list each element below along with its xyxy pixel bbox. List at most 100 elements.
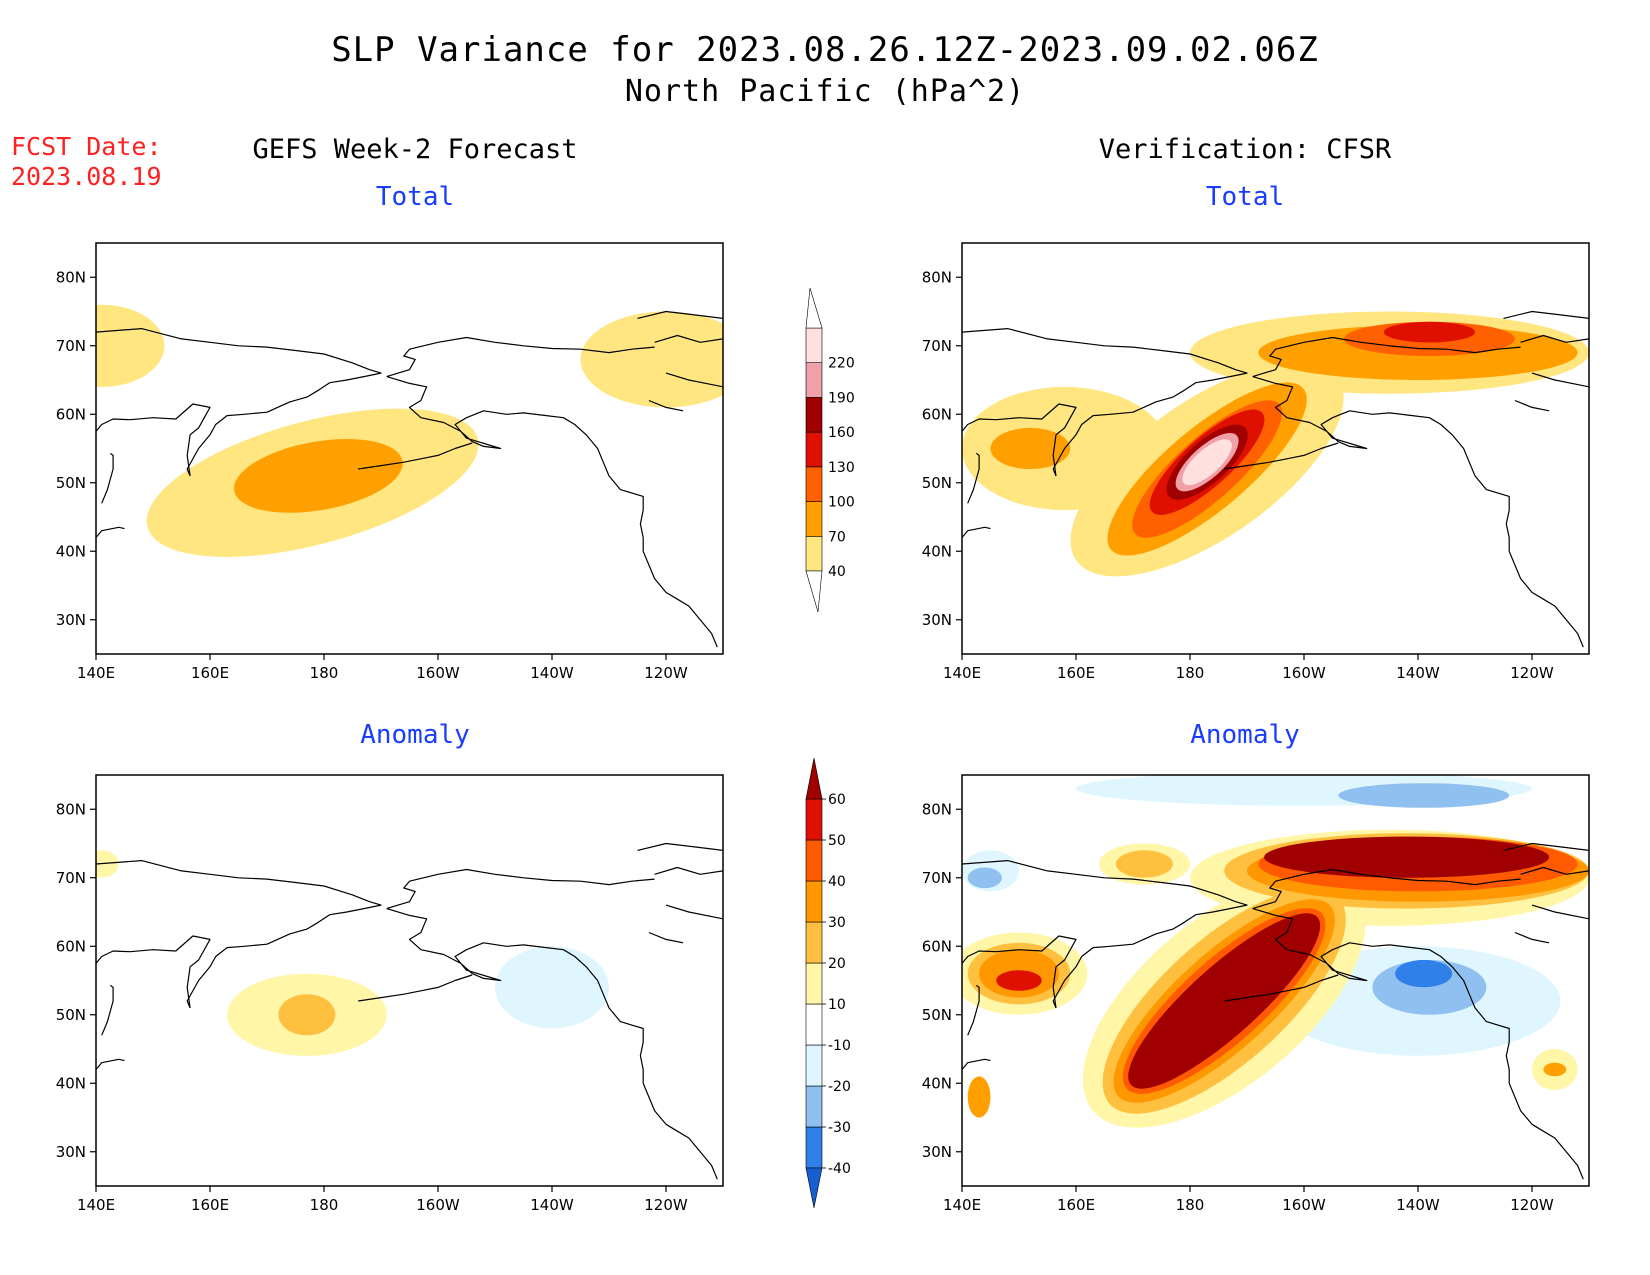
lon-tick-label: 140W <box>1396 664 1440 682</box>
lat-tick-label: 70N <box>56 337 86 355</box>
panel-verification-anomaly-field <box>962 775 1589 1128</box>
colorbar-swatch <box>805 921 823 964</box>
panel-title-verification-total: Total <box>1205 182 1285 212</box>
colorbar-level-label: 10 <box>828 997 846 1013</box>
panel-forecast-anomaly-field <box>96 850 609 1056</box>
colorbar-level-label: -10 <box>828 1038 851 1054</box>
column-title-forecast: GEFS Week-2 Forecast <box>252 134 578 165</box>
colorbar-bottom-arrow <box>805 1167 823 1209</box>
lon-tick-label: 160E <box>1057 1196 1095 1214</box>
colorbar-swatch <box>805 1085 823 1128</box>
colorbar-level-label: -40 <box>828 1161 851 1177</box>
colorbar-top-arrow <box>805 757 823 800</box>
colorbar-level-label: 130 <box>828 460 855 476</box>
contour-blob <box>278 994 336 1036</box>
contour-blob <box>1182 439 1232 486</box>
colorbar-level-label: 160 <box>828 425 855 441</box>
coastline <box>962 842 1589 1180</box>
lat-tick-label: 30N <box>922 611 952 629</box>
lon-tick-label: 180 <box>1176 1196 1205 1214</box>
contour-blob <box>1115 850 1173 878</box>
colorbar-swatch <box>805 1003 823 1046</box>
contour-blob <box>996 970 1042 991</box>
contour-blob <box>233 439 403 513</box>
contour-blob <box>967 1076 991 1118</box>
lat-tick-label: 80N <box>56 268 86 286</box>
lon-tick-label: 160W <box>1282 664 1326 682</box>
map-frame <box>95 242 724 655</box>
lon-tick-label: 180 <box>1176 664 1205 682</box>
panel-title-forecast-total: Total <box>375 182 455 212</box>
lat-tick-label: 40N <box>922 542 952 560</box>
column-title-verification: Verification: CFSR <box>1098 134 1392 165</box>
colorbar-swatch <box>805 880 823 923</box>
colorbar-swatch <box>805 466 823 502</box>
lat-tick-label: 70N <box>56 869 86 887</box>
lon-tick-label: 120W <box>644 1196 688 1214</box>
lon-tick-label: 160E <box>1057 664 1095 682</box>
fcst-date-label: FCST Date: <box>11 132 162 161</box>
contour-blob <box>1338 783 1510 808</box>
coastline <box>96 310 723 648</box>
coastline <box>96 842 723 1180</box>
panel-forecast-total: 140E 160E 180 160W 140W 120W 30N 40N 50N 60N 70N 80… <box>56 242 724 682</box>
contour-blob <box>990 427 1071 470</box>
lat-tick-label: 60N <box>922 405 952 423</box>
fcst-date-value: 2023.08.19 <box>11 162 162 191</box>
contour-blob <box>967 867 1002 889</box>
lon-tick-label: 140E <box>77 1196 115 1214</box>
lat-tick-label: 80N <box>922 268 952 286</box>
colorbar-swatch <box>805 1126 823 1169</box>
panel-verification-total: 140E 160E 180 160W 140W 120W 30N 40N 50N 60N 70N 80… <box>922 242 1590 682</box>
colorbar-total: 40 70 100 130 160 190 220 <box>805 287 855 613</box>
lat-tick-label: 30N <box>56 611 86 629</box>
contour-blob <box>1383 321 1475 343</box>
lon-tick-label: 140E <box>943 664 981 682</box>
colorbar-top-arrow <box>805 287 823 329</box>
lat-tick-label: 60N <box>56 405 86 423</box>
lon-tick-label: 160E <box>191 664 229 682</box>
contour-blob <box>1395 959 1453 988</box>
colorbar-swatch <box>805 962 823 1005</box>
lon-tick-label: 160W <box>416 1196 460 1214</box>
lat-tick-label: 80N <box>56 800 86 818</box>
map-title: SLP Variance for 2023.08.26.12Z-2023.09.… <box>331 30 1319 70</box>
lon-tick-label: 180 <box>310 1196 339 1214</box>
colorbar-swatch <box>805 798 823 841</box>
colorbar-level-label: -30 <box>828 1120 851 1136</box>
lat-tick-label: 60N <box>922 937 952 955</box>
colorbar-level-label: 100 <box>828 495 855 511</box>
contour-blob <box>1543 1062 1567 1077</box>
lat-tick-label: 50N <box>922 474 952 492</box>
panel-title-verification-anomaly: Anomaly <box>1190 720 1300 750</box>
coastline <box>962 310 1589 648</box>
colorbar-bottom-arrow <box>805 570 823 613</box>
lon-tick-label: 160W <box>416 664 460 682</box>
lat-tick-label: 70N <box>922 337 952 355</box>
lat-tick-label: 50N <box>922 1006 952 1024</box>
colorbar-swatch <box>805 535 823 572</box>
colorbar-level-label: 190 <box>828 390 855 406</box>
lat-tick-label: 40N <box>922 1074 952 1092</box>
panel-verification-total-field <box>962 311 1589 577</box>
colorbar-swatch <box>805 839 823 882</box>
lat-tick-label: 30N <box>56 1143 86 1161</box>
panel-forecast-anomaly: 140E 160E 180 160W 140W 120W 30N 40N 50N 60N 70N 80… <box>56 774 724 1214</box>
colorbar-level-label: 220 <box>828 356 855 372</box>
lon-tick-label: 160E <box>191 1196 229 1214</box>
colorbar-swatch <box>805 327 823 364</box>
colorbar-level-label: 70 <box>828 529 846 545</box>
colorbar-level-label: 60 <box>828 792 846 808</box>
lon-tick-label: 140W <box>1396 1196 1440 1214</box>
colorbar-level-label: 40 <box>828 874 846 890</box>
colorbar-anomaly: -40 -30 -20 -10 10 20 30 40 50 60 <box>805 757 851 1209</box>
colorbar-swatch <box>805 397 823 433</box>
colorbar-level-label: 40 <box>828 564 846 580</box>
lat-tick-label: 60N <box>56 937 86 955</box>
lat-tick-label: 70N <box>922 869 952 887</box>
panel-title-forecast-anomaly: Anomaly <box>360 720 470 750</box>
colorbar-swatch <box>805 431 823 468</box>
lat-tick-label: 50N <box>56 1006 86 1024</box>
lat-tick-label: 50N <box>56 474 86 492</box>
map-frame <box>961 242 1590 655</box>
